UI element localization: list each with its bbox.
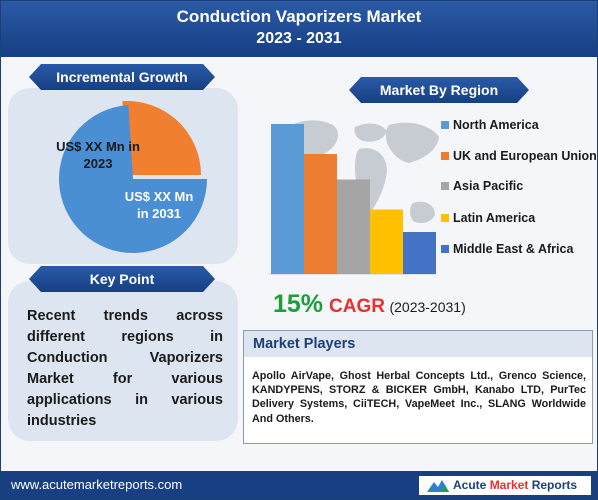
bar-uk-and-european-union xyxy=(304,154,337,274)
legend-label-uk-eu: UK and European Union xyxy=(453,149,597,163)
footer-bar: www.acutemarketreports.com Acute Market … xyxy=(1,471,597,499)
pie-label-2023: US$ XX Mn in 2023 xyxy=(56,139,140,171)
legend-swatch-latin-america xyxy=(441,213,449,222)
bar-middle-east-africa xyxy=(403,232,436,274)
pie-slice-2023 xyxy=(122,101,201,175)
legend-swatch-uk-eu xyxy=(441,151,449,160)
incremental-growth-title: Incremental Growth xyxy=(56,69,188,85)
cagr-value: 15% xyxy=(273,290,324,318)
bar-latin-america xyxy=(370,209,403,274)
legend-swatch-north-america xyxy=(441,120,449,129)
market-by-region-title: Market By Region xyxy=(379,82,499,98)
legend-swatch-asia-pacific xyxy=(441,181,449,190)
bar-asia-pacific xyxy=(337,179,370,274)
key-point-panel xyxy=(8,281,238,441)
legend-item-north-america: North America xyxy=(441,117,539,133)
legend-item-latin-america: Latin America xyxy=(441,210,535,226)
market-players-box: Market Players Apollo AirVape, Ghost Her… xyxy=(243,330,593,444)
page-title: Conduction Vaporizers Market xyxy=(176,7,422,26)
key-point-title: Key Point xyxy=(89,271,155,287)
market-by-region-ribbon: Market By Region xyxy=(349,77,529,103)
cagr-label: CAGR xyxy=(329,296,385,317)
legend-label-middle-east-africa: Middle East & Africa xyxy=(453,242,574,256)
pie-slice-2031 xyxy=(58,105,207,254)
key-point-ribbon: Key Point xyxy=(29,266,215,292)
bar-north-america xyxy=(271,124,304,274)
key-point-text: Recent trends across different regions i… xyxy=(27,308,223,429)
legend-item-asia-pacific: Asia Pacific xyxy=(441,178,523,194)
legend-item-middle-east-africa: Middle East & Africa xyxy=(441,241,573,257)
brand-name-part1: Acute xyxy=(453,478,490,492)
brand-name-part3: Reports xyxy=(528,478,578,492)
header-banner: Conduction Vaporizers Market 2023 - 2031 xyxy=(1,1,597,57)
legend-label-north-america: North America xyxy=(453,118,539,132)
website-link[interactable]: www.acutemarketreports.com xyxy=(11,477,183,492)
brand-logo: Acute Market Reports xyxy=(419,476,591,495)
cagr-period: (2023-2031) xyxy=(389,299,466,315)
incremental-growth-pie xyxy=(58,101,207,254)
pie-label-2031: US$ XX Mn in 2031 xyxy=(124,189,194,221)
mountain-logo-icon xyxy=(427,480,449,492)
legend-label-asia-pacific: Asia Pacific xyxy=(453,179,524,193)
incremental-growth-ribbon: Incremental Growth xyxy=(29,64,215,90)
legend-swatch-middle-east-africa xyxy=(441,244,449,253)
brand-name-part2: Market xyxy=(489,478,529,492)
page-subtitle-years: 2023 - 2031 xyxy=(256,30,342,47)
legend-item-uk-eu: UK and European Union xyxy=(441,148,597,164)
market-players-text: Apollo AirVape, Ghost Herbal Concepts Lt… xyxy=(252,370,586,425)
cagr-callout: 15% CAGR (2023-2031) xyxy=(273,290,466,319)
market-players-title: Market Players xyxy=(244,331,592,357)
legend-label-latin-america: Latin America xyxy=(453,211,536,225)
region-bar-chart xyxy=(269,120,439,275)
